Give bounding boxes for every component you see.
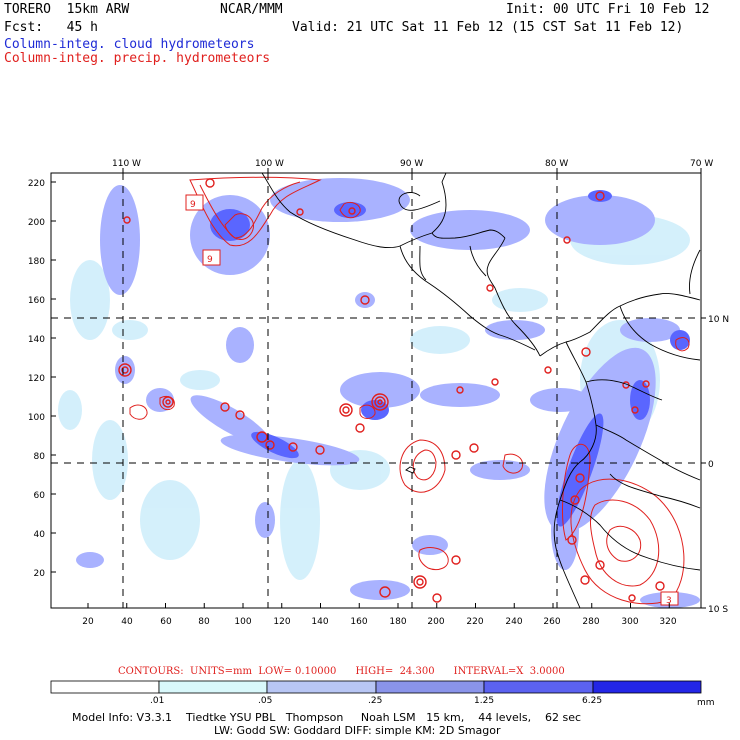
lon-label-70w: 70 W xyxy=(690,159,713,169)
tick-marks xyxy=(51,168,706,609)
precip-cells xyxy=(118,178,665,603)
y-tick: 200 xyxy=(28,218,45,228)
y-tick: 80 xyxy=(34,452,46,462)
lon-label-80w: 80 W xyxy=(545,159,568,169)
contour-label-3: 3 xyxy=(666,596,672,606)
x-tick: 280 xyxy=(582,617,599,627)
model-name: TORERO 15km ARW xyxy=(4,2,130,17)
x-tick: 200 xyxy=(427,617,444,627)
init-time: Init: 00 UTC Fri 10 Feb 12 xyxy=(506,2,710,17)
graticule xyxy=(51,173,701,608)
colorbar-swatch xyxy=(375,680,485,694)
x-tick: 260 xyxy=(543,617,560,627)
x-tick: 220 xyxy=(466,617,483,627)
lon-label-90w: 90 W xyxy=(400,159,423,169)
y-tick: 100 xyxy=(28,413,45,423)
map-frame xyxy=(50,172,702,609)
field-cloud-label: Column-integ. cloud hydrometeors xyxy=(4,37,255,52)
x-tick: 100 xyxy=(234,617,251,627)
x-tick: 160 xyxy=(350,617,367,627)
contour-info: CONTOURS: UNITS=mm LOW= 0.10000 HIGH= 24… xyxy=(118,666,565,677)
x-tick: 20 xyxy=(82,617,94,627)
contour-label-1: 9 xyxy=(190,200,196,210)
lat-label-0: 0 xyxy=(708,460,714,470)
center-name: NCAR/MMM xyxy=(220,2,283,17)
forecast-hour: Fcst: 45 h xyxy=(4,20,98,35)
colorbar-swatch xyxy=(592,680,702,694)
colorbar-label: .05 xyxy=(258,696,273,706)
colorbar-label: 6.25 xyxy=(582,696,603,706)
y-tick: 60 xyxy=(34,491,46,501)
y-tick: 220 xyxy=(28,179,45,189)
field-precip-label: Column-integ. precip. hydrometeors xyxy=(4,51,271,66)
contour-label-2: 9 xyxy=(207,255,213,265)
x-tick: 140 xyxy=(311,617,328,627)
lon-label-100w: 100 W xyxy=(255,159,284,169)
x-tick: 240 xyxy=(505,617,522,627)
model-info: Model Info: V3.3.1 Tiedtke YSU PBL Thomp… xyxy=(72,711,582,724)
colorbar-swatch xyxy=(158,680,268,694)
y-tick: 160 xyxy=(28,296,45,306)
x-tick: 320 xyxy=(659,617,676,627)
y-tick: 40 xyxy=(34,530,46,540)
x-tick: 60 xyxy=(160,617,172,627)
x-tick: 120 xyxy=(273,617,290,627)
x-tick: 80 xyxy=(198,617,210,627)
colorbar-swatch xyxy=(50,680,160,694)
x-tick: 40 xyxy=(121,617,133,627)
colorbar-swatch xyxy=(266,680,377,694)
lat-label-10s: 10 S xyxy=(708,605,728,615)
coastlines xyxy=(261,173,701,608)
y-tick: 180 xyxy=(28,257,45,267)
y-tick: 20 xyxy=(34,569,46,579)
x-tick: 300 xyxy=(621,617,638,627)
y-tick: 120 xyxy=(28,374,45,384)
x-tick: 180 xyxy=(389,617,406,627)
physics-info: LW: Godd SW: Goddard DIFF: simple KM: 2D… xyxy=(214,724,501,737)
lat-label-10n: 10 N xyxy=(708,315,729,325)
colorbar-label: .25 xyxy=(368,696,383,706)
valid-time: Valid: 21 UTC Sat 11 Feb 12 (15 CST Sat … xyxy=(292,20,684,35)
cloud-shading xyxy=(58,178,700,608)
colorbar-label: .01 xyxy=(150,696,165,706)
colorbar-swatch xyxy=(483,680,594,694)
y-tick: 140 xyxy=(28,335,45,345)
colorbar-unit: mm xyxy=(697,698,715,708)
colorbar-label: 1.25 xyxy=(474,696,495,706)
colorbar xyxy=(50,680,702,694)
contour-label-boxes: 9 9 3 xyxy=(185,194,679,606)
lon-label-110w: 110 W xyxy=(112,159,141,169)
